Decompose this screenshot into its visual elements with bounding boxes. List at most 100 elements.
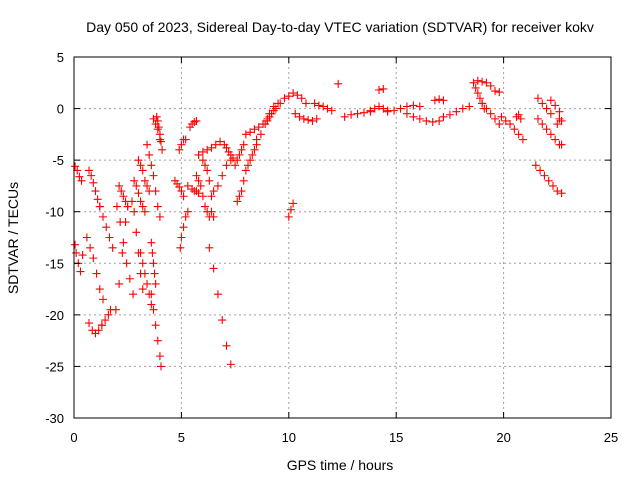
- data-point: [218, 316, 227, 325]
- data-point: [209, 187, 218, 196]
- data-point: [546, 130, 555, 139]
- data-point: [97, 321, 106, 330]
- data-point: [557, 140, 566, 149]
- series-arc-l: [130, 176, 149, 216]
- series-arc-q: [147, 238, 160, 288]
- data-point: [115, 181, 124, 190]
- series-arc-ae: [231, 140, 248, 170]
- data-point: [510, 125, 519, 134]
- data-point: [85, 166, 94, 175]
- data-point: [101, 316, 110, 325]
- series-arc-az: [491, 87, 504, 97]
- data-point: [136, 197, 145, 206]
- data-point: [226, 360, 235, 369]
- series-arc-am: [291, 109, 321, 125]
- data-point: [347, 110, 356, 119]
- data-point: [209, 264, 218, 273]
- data-point: [125, 274, 134, 283]
- series-arc-ar: [375, 84, 388, 95]
- data-point: [78, 251, 87, 260]
- series-arc-bf: [546, 96, 564, 116]
- data-point: [553, 120, 562, 129]
- data-point: [289, 89, 298, 98]
- data-point: [140, 269, 149, 278]
- data-point: [491, 87, 500, 96]
- data-point: [233, 197, 242, 206]
- x-tick-label: 5: [178, 430, 185, 445]
- data-point: [213, 181, 222, 190]
- data-point: [196, 181, 205, 190]
- data-point: [409, 101, 418, 110]
- data-point: [263, 114, 272, 123]
- data-point: [495, 88, 504, 97]
- data-point: [151, 321, 160, 330]
- y-axis-label: SDTVAR / TECUs: [5, 182, 21, 294]
- y-tick-label: 0: [57, 102, 64, 117]
- data-point: [71, 240, 80, 249]
- data-point: [130, 176, 139, 185]
- data-point: [89, 178, 98, 187]
- data-point: [87, 171, 96, 180]
- data-point: [179, 192, 188, 201]
- data-point: [145, 150, 154, 159]
- data-point: [540, 171, 549, 180]
- series-arc-aa: [198, 156, 218, 221]
- data-point: [514, 110, 523, 119]
- series-arc-i: [112, 202, 138, 299]
- data-point: [148, 248, 157, 257]
- data-point: [553, 187, 562, 196]
- data-point: [482, 104, 491, 113]
- data-point: [179, 223, 188, 232]
- data-point: [304, 115, 313, 124]
- data-point: [246, 128, 255, 137]
- data-point: [153, 336, 162, 345]
- data-point: [216, 137, 225, 146]
- data-point: [155, 212, 164, 221]
- data-point: [383, 107, 392, 116]
- data-point: [194, 176, 203, 185]
- series-arc-bc: [531, 161, 566, 198]
- data-point: [175, 145, 184, 154]
- plot-frame: [73, 56, 612, 419]
- data-point: [127, 197, 136, 206]
- series-arc-m: [134, 156, 154, 196]
- data-point: [491, 114, 500, 123]
- data-point: [536, 166, 545, 175]
- series-arc-t: [170, 176, 188, 201]
- data-point: [538, 99, 547, 108]
- data-point: [151, 187, 160, 196]
- data-point: [129, 290, 138, 299]
- data-point: [353, 109, 362, 118]
- data-point: [239, 140, 248, 149]
- x-tick-label: 15: [389, 430, 403, 445]
- data-point: [233, 156, 242, 165]
- data-point: [192, 116, 201, 125]
- y-tick-label: -5: [52, 153, 64, 168]
- x-tick-label: 20: [496, 430, 510, 445]
- data-point: [252, 135, 261, 144]
- data-point: [181, 135, 190, 144]
- data-point: [147, 238, 156, 247]
- series-arc-ab: [205, 243, 235, 369]
- data-point: [205, 243, 214, 252]
- data-point: [445, 110, 454, 119]
- data-point: [512, 112, 521, 121]
- data-point: [150, 269, 159, 278]
- data-point: [138, 285, 147, 294]
- data-point: [118, 248, 127, 257]
- x-tick-labels: 0 5 10 15 20 25: [70, 430, 618, 445]
- data-point: [486, 109, 495, 118]
- data-point: [235, 192, 244, 201]
- data-point: [181, 212, 190, 221]
- x-tick-label: 0: [70, 430, 77, 445]
- data-point: [409, 112, 418, 121]
- data-point: [93, 195, 102, 204]
- series-arc-ax: [473, 76, 495, 90]
- data-point: [143, 140, 152, 149]
- data-point: [501, 116, 510, 125]
- data-point: [105, 233, 114, 242]
- data-point: [308, 116, 317, 125]
- data-point: [323, 104, 332, 113]
- x-axis-label: GPS time / hours: [287, 457, 394, 473]
- series-arc-x: [185, 116, 201, 132]
